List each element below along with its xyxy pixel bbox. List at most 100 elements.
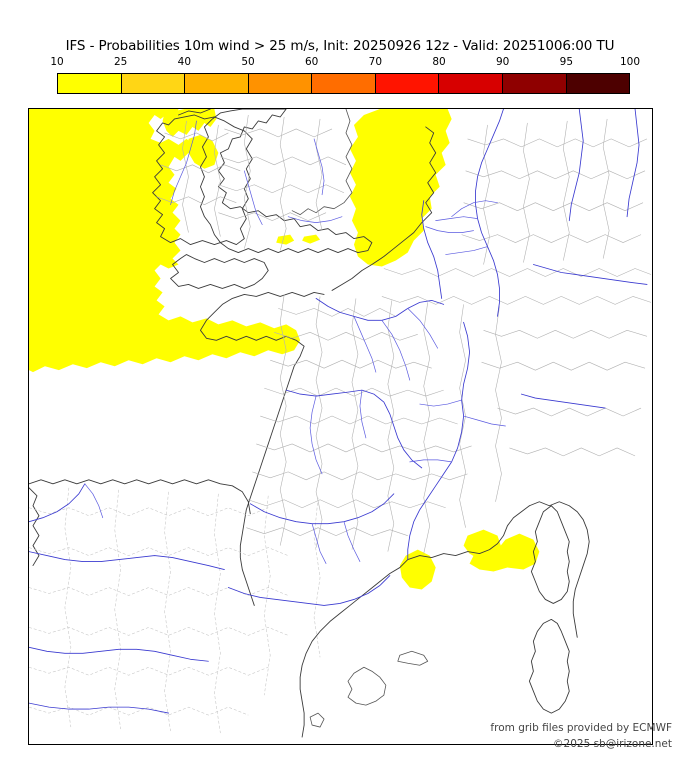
river-garonne	[249, 493, 395, 525]
border-fr-dept-4	[264, 387, 444, 397]
border-fr-dept-v1	[279, 294, 287, 546]
border-it-1	[497, 407, 642, 417]
border-es-1	[29, 507, 269, 516]
page-title: IFS - Probabilities 10m wind > 25 m/s, I…	[65, 38, 615, 54]
border-fr-dept-v4	[387, 300, 395, 552]
colorbar-segment-80-90	[439, 74, 503, 93]
map-canvas[interactable]: .coast{fill:none;stroke:#3b3b3b;stroke-w…	[29, 109, 652, 744]
border-benelux-1	[383, 268, 652, 277]
colorbar-segment-10-25	[58, 74, 122, 93]
border-fr-dept-v7	[495, 306, 502, 502]
coast-sardinia	[528, 618, 570, 714]
coast-ibiza	[309, 712, 325, 728]
coast-menorca	[397, 650, 429, 666]
river-seine-trib-3	[407, 308, 439, 349]
border-fr-dept-8	[248, 499, 446, 509]
admin-border-layer	[29, 114, 652, 734]
credit-source: from grib files provided by ECMWF	[490, 722, 672, 734]
border-fr-dept-v5	[423, 302, 431, 554]
border-fr-dept-6	[256, 443, 472, 453]
colorbar: 10 25 40 50 60 70 80 90 95 100	[50, 56, 640, 94]
border-es-v5	[263, 495, 271, 696]
border-ie-3	[156, 196, 237, 205]
border-es-v4	[214, 493, 221, 734]
colorbar-segment-95-100	[566, 74, 630, 93]
river-maas-nl	[425, 226, 474, 233]
border-fr-dept-7	[252, 471, 468, 481]
border-de-3	[463, 202, 644, 211]
river-seine-trib-1	[353, 315, 377, 373]
shading-cardigan-bay	[188, 134, 219, 169]
coast-great-britain	[200, 109, 373, 253]
colorbar-segment-25-40	[121, 74, 186, 93]
colorbar-tick-80: 80	[432, 56, 446, 68]
border-fr-dept-1	[278, 308, 396, 317]
river-elbe	[626, 109, 640, 218]
border-ie-v1	[182, 120, 189, 233]
river-rhone-trib-1	[419, 399, 462, 407]
border-ie-v2	[214, 124, 221, 237]
border-es-4	[29, 627, 289, 636]
coast-cornwall	[170, 254, 269, 289]
colorbar-tick-90: 90	[495, 56, 510, 68]
border-es-v2	[114, 489, 121, 730]
river-rhone-trib-3	[463, 415, 506, 427]
credits: from grib files provided by ECMWF ©2025 …	[490, 720, 672, 752]
coast-brittany	[200, 291, 325, 439]
border-alps-2	[481, 361, 646, 371]
coast-mallorca	[347, 666, 387, 706]
river-shannon	[170, 120, 197, 206]
river-danube	[532, 264, 648, 285]
river-garonne-trib-2	[343, 521, 361, 562]
colorbar-tick-10: 10	[50, 56, 64, 68]
border-es-v3	[164, 491, 171, 732]
shading-bristol-channel-2	[302, 234, 321, 244]
colorbar-tick-70: 70	[368, 56, 383, 68]
river-severn	[243, 170, 263, 225]
border-uk-v3	[315, 118, 323, 231]
border-de-v4	[602, 118, 610, 259]
shading-north-sea	[349, 109, 452, 267]
river-garonne-trib-1	[311, 523, 327, 564]
shading-gulf-of-lion	[399, 549, 436, 590]
river-seine	[315, 297, 445, 321]
river-ebro	[227, 575, 391, 606]
border-uk-2	[220, 156, 347, 166]
river-rhone	[407, 321, 471, 561]
coast-spain-north	[29, 479, 251, 515]
border-de-2	[465, 170, 646, 180]
river-guadiana	[29, 702, 169, 714]
river-meuse	[421, 200, 443, 299]
coast-italy-nw	[528, 501, 590, 638]
coast-low-countries	[331, 126, 437, 291]
river-loire	[285, 389, 423, 469]
colorbar-tick-100: 100	[619, 56, 641, 68]
credit-copyright: ©2025 sb@irizone.net	[553, 738, 672, 750]
border-uk-4	[218, 212, 327, 221]
coast-corsica	[530, 505, 570, 604]
coastline-layer	[29, 109, 590, 738]
colorbar-segment-60-70	[312, 74, 376, 93]
border-benelux-2	[381, 296, 652, 305]
border-it-2	[509, 447, 636, 457]
river-sil	[84, 483, 104, 519]
border-uk-v2	[279, 116, 287, 251]
border-de-4	[461, 234, 642, 243]
coast-provence	[407, 505, 530, 561]
coast-french-atlantic	[239, 437, 271, 606]
colorbar-segment-70-80	[375, 74, 440, 93]
river-thames	[287, 216, 343, 223]
map-frame[interactable]: .coast{fill:none;stroke:#3b3b3b;stroke-w…	[28, 108, 653, 745]
border-es-5	[29, 666, 269, 676]
shading-north-atlantic	[29, 109, 301, 373]
border-es-2	[29, 547, 289, 556]
river-seine-trib-2	[381, 319, 411, 381]
colorbar-segment-40-50	[185, 74, 249, 93]
colorbar-segment-50-60	[248, 74, 313, 93]
border-alps-1	[483, 330, 648, 339]
river-po	[520, 393, 606, 409]
shading-irish-sea	[162, 109, 217, 137]
colorbar-segment-90-95	[502, 74, 567, 93]
coast-east-anglia	[291, 109, 353, 216]
